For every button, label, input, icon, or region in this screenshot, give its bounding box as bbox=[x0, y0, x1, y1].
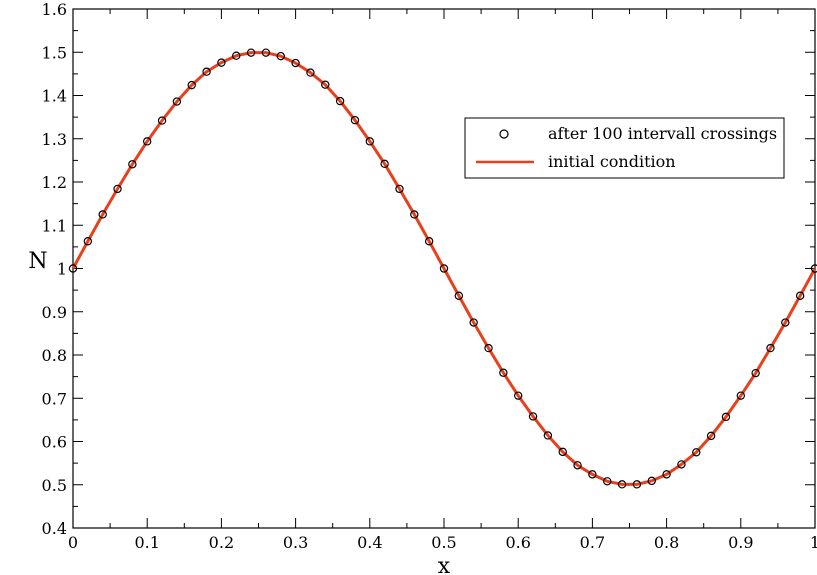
legend-marker-circle bbox=[499, 129, 509, 139]
y-tick-label: 0.5 bbox=[42, 476, 67, 495]
y-tick-label: 0.9 bbox=[42, 303, 67, 322]
x-tick-label: 0.4 bbox=[357, 533, 382, 552]
x-tick-label: 0.3 bbox=[283, 533, 308, 552]
data-point bbox=[202, 67, 211, 76]
line-initial-condition bbox=[71, 51, 817, 486]
data-point bbox=[424, 237, 434, 246]
data-point bbox=[321, 80, 330, 89]
data-point bbox=[617, 480, 627, 489]
data-point bbox=[439, 264, 449, 273]
x-tick-label: 0.8 bbox=[654, 533, 679, 552]
y-tick-label: 1.5 bbox=[42, 43, 67, 62]
data-point bbox=[172, 97, 182, 106]
legend-box bbox=[464, 117, 785, 179]
data-point bbox=[573, 461, 582, 470]
data-point bbox=[528, 412, 538, 421]
data-point bbox=[83, 237, 93, 246]
x-tick-label: 0.6 bbox=[505, 533, 530, 552]
data-point bbox=[632, 480, 642, 489]
y-tick-label: 0.6 bbox=[42, 433, 67, 452]
data-point bbox=[335, 96, 345, 106]
data-point bbox=[157, 116, 167, 125]
data-point bbox=[469, 318, 478, 327]
data-point bbox=[766, 343, 775, 353]
y-tick-label: 0.4 bbox=[42, 519, 67, 538]
data-point bbox=[128, 160, 137, 169]
x-tick-label: 0.9 bbox=[728, 533, 753, 552]
y-tick-label: 1.3 bbox=[42, 130, 67, 149]
y-tick-label: 1.2 bbox=[42, 173, 67, 192]
data-point bbox=[588, 470, 597, 479]
data-point bbox=[543, 431, 553, 440]
x-tick-label: 0 bbox=[68, 533, 78, 552]
data-point bbox=[246, 48, 256, 57]
y-axis-title: N bbox=[28, 249, 47, 274]
y-tick-label: 0.7 bbox=[42, 389, 67, 408]
x-tick-label: 0.7 bbox=[580, 533, 605, 552]
data-point bbox=[454, 291, 464, 300]
data-point bbox=[810, 264, 817, 273]
legend-label-after-100-intervall-crossings: after 100 intervall crossings bbox=[548, 124, 777, 143]
y-tick-label: 1 bbox=[57, 260, 67, 279]
data-point bbox=[677, 460, 686, 469]
data-point bbox=[98, 210, 107, 219]
data-point bbox=[484, 343, 493, 353]
data-point bbox=[721, 412, 731, 422]
data-point bbox=[736, 391, 746, 400]
x-tick-label: 0.1 bbox=[134, 533, 159, 552]
data-point bbox=[291, 58, 300, 68]
legend: after 100 intervall crossings initial co… bbox=[464, 117, 785, 179]
legend-label-initial-condition: initial condition bbox=[548, 152, 676, 171]
data-point bbox=[558, 447, 567, 457]
data-point bbox=[751, 368, 760, 378]
x-axis-title: x bbox=[438, 554, 451, 575]
x-tick-label: 0.2 bbox=[209, 533, 234, 552]
data-point bbox=[647, 476, 656, 486]
data-point bbox=[499, 368, 508, 377]
data-point bbox=[662, 470, 671, 479]
x-tick-label: 0.5 bbox=[431, 533, 456, 552]
data-point bbox=[514, 391, 523, 400]
y-tick-label: 0.8 bbox=[42, 346, 67, 365]
data-point bbox=[261, 48, 271, 57]
data-point bbox=[68, 264, 78, 273]
data-point bbox=[410, 210, 419, 219]
y-tick-label: 1.6 bbox=[42, 0, 67, 19]
data-point bbox=[380, 159, 389, 169]
series-after-100-intervall-crossings bbox=[68, 48, 817, 489]
data-point bbox=[395, 184, 404, 194]
y-tick-label: 1.1 bbox=[42, 216, 67, 235]
data-point bbox=[350, 115, 360, 125]
data-point bbox=[365, 137, 374, 146]
x-tick-label: 1 bbox=[810, 533, 817, 552]
data-point bbox=[217, 58, 226, 67]
data-point bbox=[692, 448, 701, 457]
data-point bbox=[795, 291, 805, 300]
data-point bbox=[276, 51, 285, 61]
data-point bbox=[781, 318, 790, 327]
data-point bbox=[232, 51, 241, 60]
data-point bbox=[113, 184, 122, 194]
data-point bbox=[603, 477, 612, 486]
tick-labels: 0 0.1 0.2 0.3 0.4 0.5 0.6 0.7 0.8 0.9 1 0.4 0.5 0.6 0.… bbox=[42, 0, 817, 552]
y-tick-label: 1.4 bbox=[42, 87, 67, 106]
series-initial-condition bbox=[71, 51, 817, 486]
data-point bbox=[187, 80, 196, 90]
axis-ticks bbox=[72, 8, 816, 529]
data-point bbox=[706, 431, 716, 441]
data-point bbox=[306, 68, 315, 77]
data-point bbox=[142, 137, 152, 146]
